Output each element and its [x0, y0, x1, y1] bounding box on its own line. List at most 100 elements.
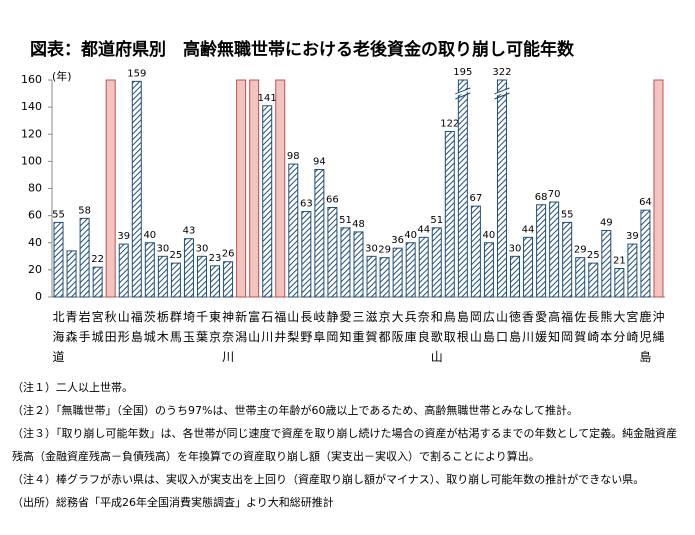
- null-bar: [653, 79, 664, 298]
- value-label: 48: [352, 219, 365, 230]
- bar: [549, 201, 560, 298]
- bar: [575, 257, 586, 298]
- bar: [627, 243, 638, 298]
- value-label: 159: [127, 68, 146, 79]
- bar: [588, 262, 599, 298]
- x-tick-label: 熊本: [600, 309, 612, 344]
- null-bar: [275, 79, 286, 298]
- x-tick-label: 宮城: [92, 309, 104, 344]
- bar: [470, 205, 481, 298]
- value-label: 141: [258, 93, 277, 104]
- bar: [353, 231, 364, 298]
- x-tick-label: 京都: [379, 310, 391, 344]
- bar: [196, 255, 207, 298]
- bar: [183, 238, 194, 298]
- value-label: 30: [509, 243, 522, 254]
- bar: [131, 80, 142, 298]
- y-tick-label: 120: [21, 127, 42, 140]
- value-label: 40: [483, 230, 496, 241]
- bar: [640, 209, 651, 298]
- x-tick-label: 和歌山: [431, 310, 443, 364]
- y-tick-label: 80: [28, 182, 42, 195]
- bar: [118, 243, 129, 298]
- value-label: 70: [548, 189, 561, 200]
- bar: [262, 105, 273, 298]
- value-label: 39: [626, 231, 639, 242]
- bar: [288, 163, 299, 298]
- x-tick-label: 滋賀: [366, 310, 378, 344]
- x-tick-label: 千葉: [196, 310, 208, 344]
- bar: [210, 265, 221, 298]
- bar: [327, 206, 338, 298]
- x-tick-label: 広島: [483, 310, 495, 344]
- value-label: 322: [492, 67, 511, 78]
- x-tick-label: 岡山: [470, 310, 482, 344]
- x-tick-label: 神奈川: [222, 310, 234, 364]
- bar: [614, 268, 625, 298]
- value-label: 58: [78, 205, 91, 216]
- value-label: 195: [453, 67, 472, 78]
- value-label: 39: [117, 231, 130, 242]
- bar: [223, 261, 234, 298]
- x-tick-label: 山口: [496, 310, 508, 344]
- value-label: 25: [170, 250, 183, 261]
- x-tick-label: 鹿児島: [639, 309, 651, 364]
- x-tick-label: 兵庫: [405, 310, 417, 344]
- value-label: 55: [561, 209, 574, 220]
- x-tick-label: 大分: [613, 310, 625, 344]
- value-label: 36: [391, 235, 404, 246]
- bar: [379, 257, 390, 298]
- value-label: 21: [613, 256, 626, 267]
- x-tick-label: 福岡: [561, 309, 573, 344]
- x-tick-label: 三重: [352, 310, 364, 344]
- bar: [314, 169, 325, 298]
- bar: [53, 221, 64, 298]
- x-tick-label: 大阪: [392, 310, 404, 344]
- x-tick-label: 宮崎: [626, 309, 638, 344]
- x-tick-label: 山形: [118, 310, 130, 344]
- x-tick-label: 岐阜: [313, 310, 325, 344]
- x-tick-label: 愛媛: [535, 310, 547, 344]
- bar: [496, 79, 507, 298]
- x-tick-label: 愛知: [339, 310, 351, 344]
- value-label: 30: [196, 243, 209, 254]
- bar: [301, 211, 312, 298]
- value-label: 55: [52, 209, 65, 220]
- y-tick-label: 100: [21, 154, 42, 167]
- value-label: 22: [91, 254, 104, 265]
- y-tick-label: 160: [21, 73, 42, 86]
- bar: [66, 250, 77, 298]
- bar: [392, 247, 403, 298]
- bar: [510, 255, 521, 298]
- value-label: 44: [417, 224, 430, 235]
- notes: （注１）二人以上世帯。 （注２）「無職世帯」（全国）のうち97%は、世帯主の年齢が…: [12, 376, 688, 514]
- value-label: 51: [339, 215, 352, 226]
- x-tick-label: 青森: [66, 310, 78, 344]
- bar: [170, 262, 181, 298]
- bar: [92, 266, 103, 298]
- y-tick-label: 40: [28, 236, 42, 249]
- value-label: 63: [300, 199, 313, 210]
- x-tick-label: 奈良: [418, 310, 430, 344]
- value-label: 51: [430, 215, 443, 226]
- value-label: 26: [222, 249, 235, 260]
- x-tick-label: 長野: [300, 310, 312, 344]
- note: （出所）総務省「平成26年全国消費実態調査」より大和総研推計: [12, 496, 334, 509]
- y-tick-label: 0: [35, 290, 42, 303]
- x-tick-label: 山梨: [287, 310, 299, 344]
- axis-break: [455, 87, 471, 95]
- x-tick-label: 高知: [548, 309, 560, 344]
- bar: [418, 236, 429, 298]
- note: （注３）「取り崩し可能年数」は、各世帯が同じ速度で資産を取り崩し続けた場合の資産…: [12, 427, 678, 463]
- value-label: 43: [183, 226, 196, 237]
- x-tick-label: 石川: [261, 310, 273, 344]
- value-label: 40: [404, 230, 417, 241]
- y-tick-label: 140: [21, 100, 42, 113]
- x-tick-label: 茨城: [144, 310, 156, 344]
- x-tick-label: 香川: [522, 310, 534, 344]
- chart-title: 図表：都道府県別 高齢無職世帯における老後資金の取り崩し可能年数: [30, 39, 575, 60]
- axis-break: [494, 87, 510, 95]
- bar: [562, 221, 573, 298]
- value-label: 67: [470, 193, 483, 204]
